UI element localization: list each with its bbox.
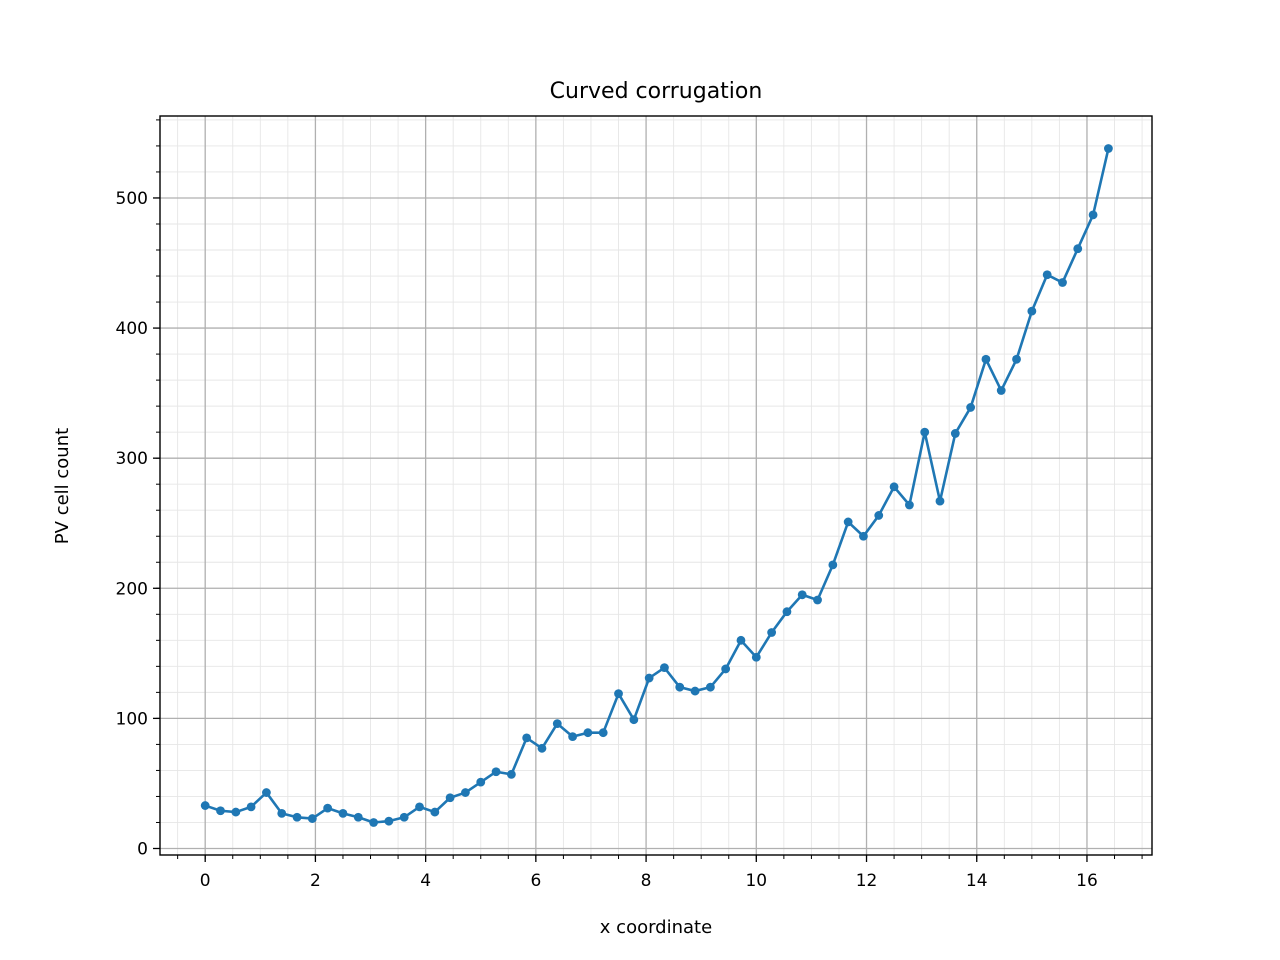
y-axis-label: PV cell count (52, 428, 73, 544)
data-point (461, 788, 470, 797)
data-point (231, 807, 241, 817)
data-point (1027, 306, 1037, 316)
x-tick-label: 12 (856, 871, 878, 891)
data-point (920, 427, 930, 437)
data-point (874, 511, 884, 520)
data-point (843, 517, 853, 527)
data-point (644, 673, 654, 683)
y-tick-label: 400 (116, 319, 148, 339)
x-tick-label: 0 (200, 871, 211, 891)
data-point (338, 808, 348, 818)
axis-ticks (153, 119, 1143, 862)
data-point (522, 733, 532, 743)
chart-title: Curved corrugation (550, 79, 763, 104)
x-tick-label: 8 (641, 871, 652, 891)
data-point (1058, 278, 1067, 287)
data-point (981, 354, 991, 364)
data-point (629, 715, 639, 725)
data-point (323, 803, 333, 813)
data-point (292, 812, 302, 822)
data-point (216, 806, 225, 816)
x-tick-label: 4 (420, 871, 431, 891)
data-point (1012, 354, 1021, 364)
x-tick-label: 10 (745, 871, 767, 891)
data-point (1073, 244, 1083, 254)
data-point (415, 802, 424, 812)
data-point (935, 496, 945, 506)
data-point (246, 802, 256, 812)
data-point (598, 728, 608, 738)
x-tick-label: 16 (1076, 871, 1098, 891)
data-point (537, 743, 547, 753)
data-point (705, 682, 715, 692)
data-point (491, 767, 501, 777)
data-point (1104, 144, 1113, 153)
data-point (445, 793, 455, 803)
y-tick-label: 200 (116, 579, 148, 599)
tick-labels: 0 2 4 6 8 10 12 14 16 0 100 200 300 400 500 (116, 189, 1098, 891)
data-point (353, 812, 363, 822)
data-point (736, 635, 746, 645)
data-point (797, 590, 807, 600)
data-point (568, 732, 578, 742)
y-tick-label: 500 (116, 189, 148, 209)
data-point (476, 777, 486, 787)
data-point (307, 814, 317, 823)
x-tick-label: 14 (966, 871, 988, 891)
data-point (430, 807, 440, 817)
data-point (675, 682, 685, 692)
data-point (506, 769, 516, 779)
data-point (751, 652, 761, 662)
plot-frame (159, 115, 1153, 856)
data-point (889, 482, 899, 492)
data-point (552, 719, 562, 728)
data-point (614, 689, 623, 699)
data-point (966, 403, 976, 412)
data-point (660, 663, 669, 673)
data-point (782, 607, 792, 617)
data-point (996, 386, 1006, 395)
y-tick-label: 100 (116, 709, 148, 729)
data-point (905, 500, 914, 510)
data-point (277, 808, 287, 818)
data-point (767, 628, 777, 637)
data-point (399, 812, 409, 822)
data-points (200, 144, 1113, 827)
x-tick-label: 6 (530, 871, 541, 891)
data-point (200, 801, 210, 810)
data-point (583, 728, 593, 738)
data-point (721, 664, 731, 674)
x-tick-label: 2 (310, 871, 321, 891)
data-point (1042, 270, 1052, 280)
data-point (384, 816, 394, 826)
data-point (690, 686, 700, 696)
x-axis-label: x coordinate (600, 917, 712, 938)
data-point (950, 429, 960, 438)
major-grid (160, 116, 1152, 855)
minor-grid (160, 116, 1152, 855)
data-point (262, 788, 271, 797)
data-point (1088, 210, 1098, 220)
data-point (828, 560, 838, 570)
data-point (859, 531, 868, 541)
y-tick-label: 0 (137, 839, 148, 859)
data-point (369, 818, 379, 827)
y-tick-label: 300 (116, 449, 148, 469)
data-point (813, 595, 822, 605)
